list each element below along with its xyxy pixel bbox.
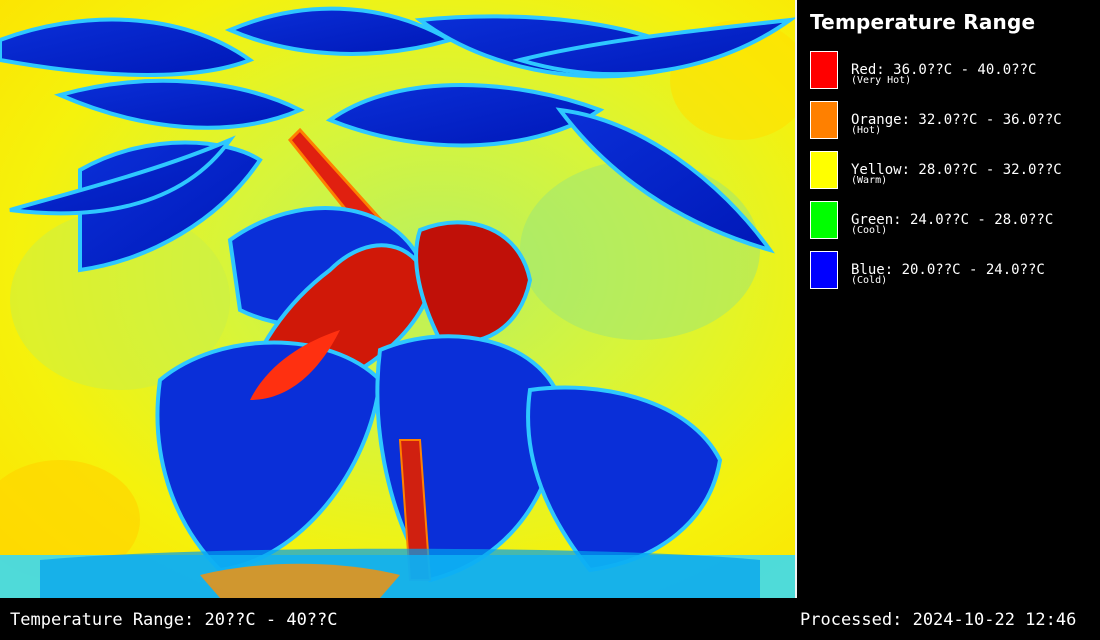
legend-title: Temperature Range — [810, 10, 1095, 34]
legend-swatch-red — [810, 51, 838, 89]
legend-item-green: Green: 24.0??C - 28.0??C (Cool) — [810, 201, 1095, 251]
legend-swatch-blue — [810, 251, 838, 289]
legend-item-orange: Orange: 32.0??C - 36.0??C (Hot) — [810, 101, 1095, 151]
thermal-image — [0, 0, 797, 598]
footer-temperature-range: Temperature Range: 20??C - 40??C — [10, 610, 338, 630]
legend-swatch-orange — [810, 101, 838, 139]
legend-swatch-green — [810, 201, 838, 239]
legend-item-blue: Blue: 20.0??C - 24.0??C (Cold) — [810, 251, 1095, 301]
legend-desc-label: (Hot) — [851, 125, 881, 136]
legend-item-yellow: Yellow: 28.0??C - 32.0??C (Warm) — [810, 151, 1095, 201]
legend-range-label: Orange: 32.0??C - 36.0??C — [851, 112, 1062, 128]
legend-desc-label: (Cool) — [851, 225, 887, 236]
legend-desc-label: (Very Hot) — [851, 75, 911, 86]
legend-desc-label: (Cold) — [851, 275, 887, 286]
legend-desc-label: (Warm) — [851, 175, 887, 186]
thermal-plant-picture — [0, 0, 797, 598]
temperature-legend: Temperature Range Red: 36.0??C - 40.0??C… — [810, 10, 1095, 301]
legend-item-red: Red: 36.0??C - 40.0??C (Very Hot) — [810, 51, 1095, 101]
footer-processed-timestamp: Processed: 2024-10-22 12:46 — [800, 610, 1100, 630]
legend-swatch-yellow — [810, 151, 838, 189]
